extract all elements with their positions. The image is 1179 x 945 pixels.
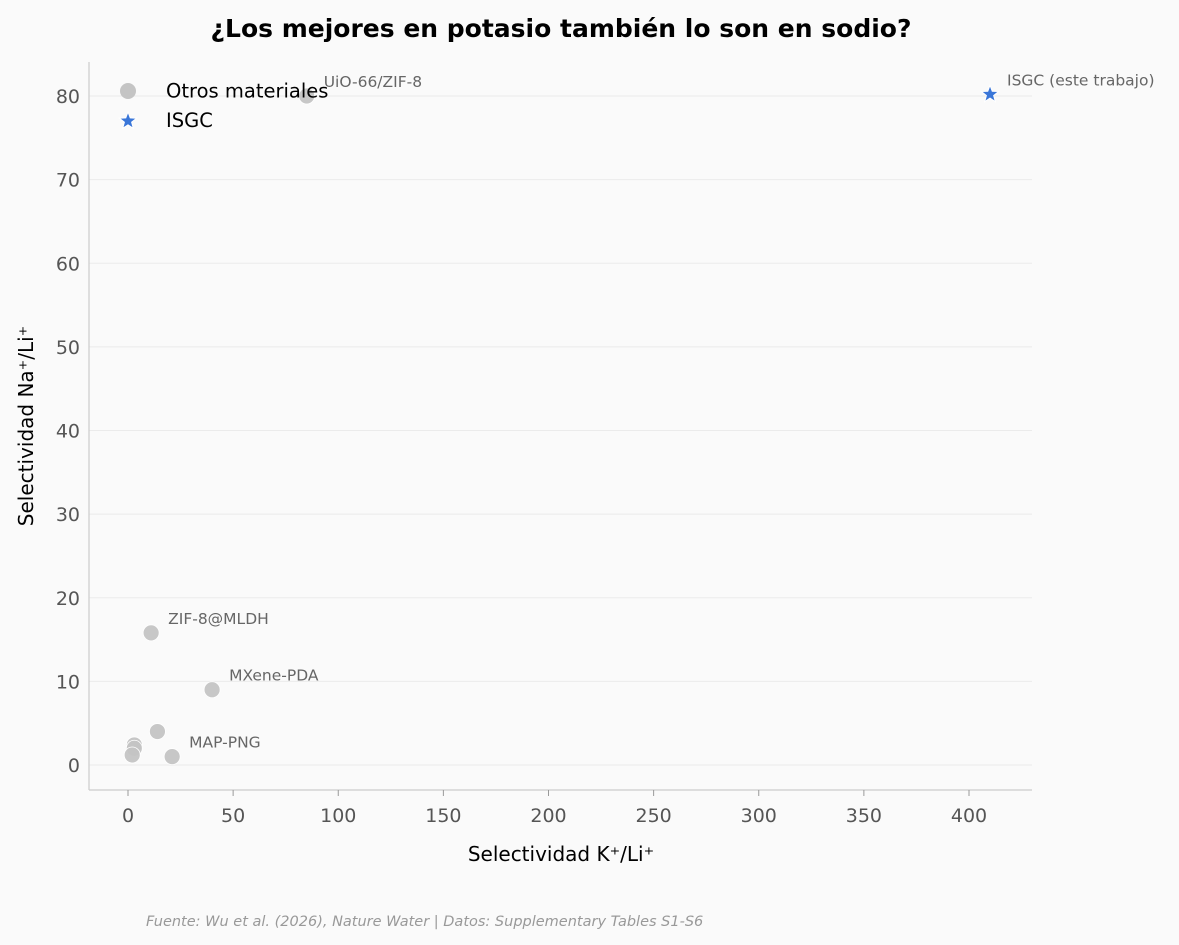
data-point bbox=[298, 87, 316, 105]
data-point bbox=[203, 681, 221, 699]
star-marker-icon bbox=[118, 110, 138, 130]
legend-label-isgc: ISGC bbox=[166, 109, 213, 132]
point-label: UiO-66/ZIF-8 bbox=[324, 73, 422, 91]
x-tick-label: 400 bbox=[951, 805, 987, 827]
x-tick-label: 0 bbox=[122, 805, 134, 827]
x-tick-label: 250 bbox=[635, 805, 671, 827]
x-tick-label: 150 bbox=[425, 805, 461, 827]
point-label: MXene-PDA bbox=[229, 667, 319, 685]
y-axis-label: Selectividad Na⁺/Li⁺ bbox=[14, 326, 38, 526]
chart-title: ¿Los mejores en potasio también lo son e… bbox=[211, 14, 912, 43]
data-points bbox=[123, 83, 1000, 766]
source-note: Fuente: Wu et al. (2026), Nature Water |… bbox=[146, 914, 703, 930]
y-tick-label: 20 bbox=[56, 588, 80, 610]
axes bbox=[88, 62, 1032, 791]
x-tick-label: 300 bbox=[741, 805, 777, 827]
data-point-star bbox=[980, 83, 1000, 103]
legend-label-other: Otros materiales bbox=[166, 80, 328, 103]
y-tick-label: 50 bbox=[56, 337, 80, 359]
y-tick-label: 40 bbox=[56, 421, 80, 443]
x-tick-label: 100 bbox=[320, 805, 356, 827]
data-point bbox=[163, 748, 181, 766]
x-axis-label: Selectividad K⁺/Li⁺ bbox=[468, 842, 654, 866]
data-point bbox=[142, 624, 160, 642]
x-tick-label: 200 bbox=[530, 805, 566, 827]
grid-lines bbox=[89, 95, 1032, 766]
x-axis-ticks: 0 50 100 150 200 250 300 350 400 bbox=[122, 790, 987, 827]
y-tick-label: 80 bbox=[56, 86, 80, 108]
y-axis-ticks: 0 10 20 30 40 50 60 70 80 bbox=[56, 86, 80, 777]
point-label: MAP-PNG bbox=[189, 734, 261, 752]
y-tick-label: 0 bbox=[68, 755, 80, 777]
y-tick-label: 60 bbox=[56, 253, 80, 275]
point-annotations: UiO-66/ZIF-8 ZIF-8@MLDH MXene-PDA MAP-PNG IS… bbox=[168, 71, 1154, 751]
x-tick-label: 50 bbox=[221, 805, 245, 827]
point-label: ZIF-8@MLDH bbox=[168, 610, 269, 628]
data-point bbox=[123, 746, 141, 764]
y-tick-label: 10 bbox=[56, 671, 80, 693]
y-tick-label: 70 bbox=[56, 170, 80, 192]
x-tick-label: 350 bbox=[846, 805, 882, 827]
data-point bbox=[149, 723, 166, 740]
point-label: ISGC (este trabajo) bbox=[1007, 71, 1155, 89]
circle-marker-icon bbox=[120, 83, 136, 99]
y-tick-label: 30 bbox=[56, 504, 80, 526]
legend: Otros materiales ISGC bbox=[118, 80, 328, 132]
